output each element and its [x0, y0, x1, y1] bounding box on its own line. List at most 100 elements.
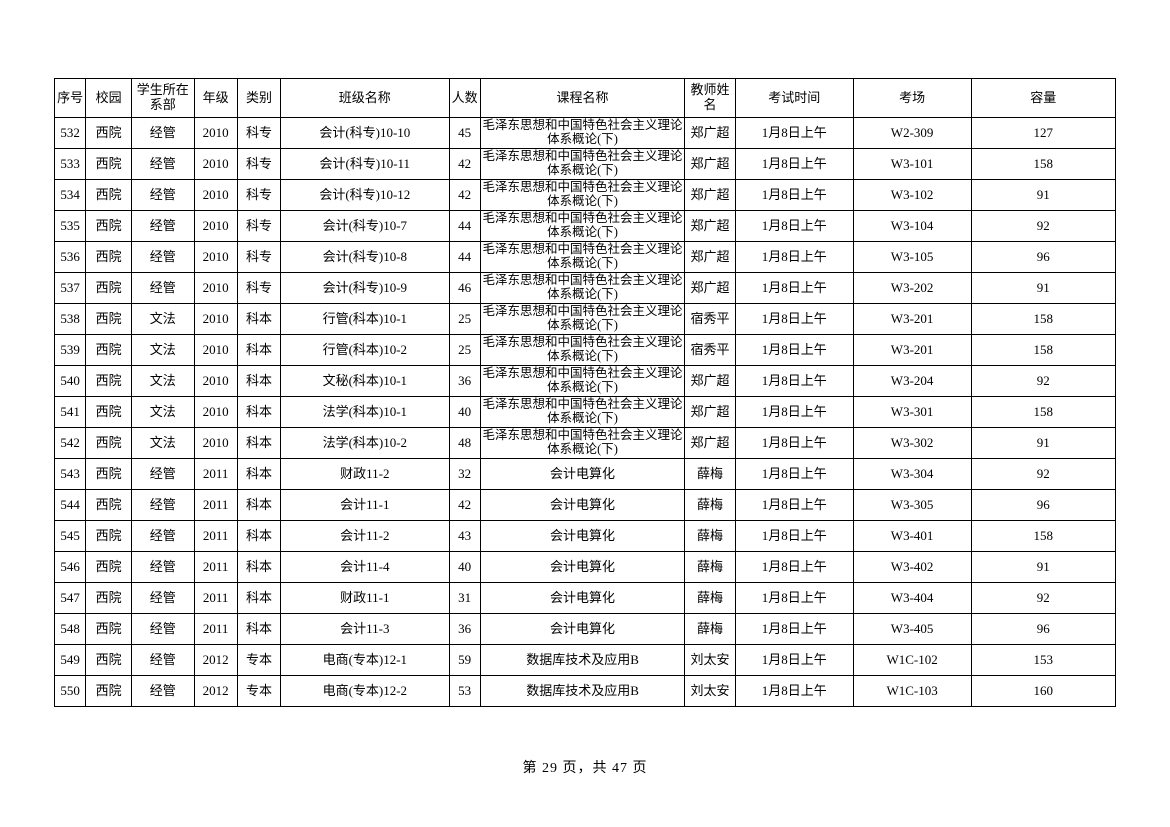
cell: 西院: [86, 459, 132, 490]
cell: 西院: [86, 149, 132, 180]
cell: W3-202: [853, 273, 971, 304]
cell: 科本: [237, 366, 280, 397]
cell: 533: [55, 149, 86, 180]
cell: 郑广超: [685, 211, 736, 242]
cell: 宿秀平: [685, 304, 736, 335]
cell: 1月8日上午: [735, 118, 853, 149]
cell: 550: [55, 676, 86, 707]
cell: 31: [449, 583, 480, 614]
cell: 文法: [131, 428, 194, 459]
cell: 46: [449, 273, 480, 304]
cell: 1月8日上午: [735, 273, 853, 304]
cell: 92: [971, 211, 1115, 242]
cell: 电商(专本)12-1: [281, 645, 449, 676]
cell: 158: [971, 304, 1115, 335]
cell: 535: [55, 211, 86, 242]
cell: 96: [971, 242, 1115, 273]
cell: 郑广超: [685, 366, 736, 397]
page-footer: 第 29 页，共 47 页: [0, 757, 1170, 777]
cell: 科专: [237, 273, 280, 304]
cell: 经管: [131, 459, 194, 490]
cell: 西院: [86, 242, 132, 273]
cell: 153: [971, 645, 1115, 676]
cell: 科专: [237, 118, 280, 149]
cell: 会计11-1: [281, 490, 449, 521]
cell: 1月8日上午: [735, 676, 853, 707]
exam-schedule-table: 序号校园学生所在系部年级类别班级名称人数课程名称教师姓名考试时间考场容量 532…: [54, 78, 1116, 707]
cell: 毛泽东思想和中国特色社会主义理论体系概论(下): [480, 211, 685, 242]
cell: 西院: [86, 614, 132, 645]
cell: 会计电算化: [480, 614, 685, 645]
cell: 59: [449, 645, 480, 676]
cell: 毛泽东思想和中国特色社会主义理论体系概论(下): [480, 180, 685, 211]
cell: 西院: [86, 211, 132, 242]
cell: 专本: [237, 676, 280, 707]
cell: 薛梅: [685, 552, 736, 583]
cell: 44: [449, 211, 480, 242]
cell: 西院: [86, 118, 132, 149]
cell: 文秘(科本)10-1: [281, 366, 449, 397]
cell: 会计(科专)10-12: [281, 180, 449, 211]
cell: 1月8日上午: [735, 180, 853, 211]
cell: 科专: [237, 180, 280, 211]
cell: 96: [971, 614, 1115, 645]
cell: 1月8日上午: [735, 304, 853, 335]
cell: W3-405: [853, 614, 971, 645]
cell: 545: [55, 521, 86, 552]
cell: 542: [55, 428, 86, 459]
col-header-11: 容量: [971, 79, 1115, 118]
cell: 行管(科本)10-1: [281, 304, 449, 335]
cell: 法学(科本)10-1: [281, 397, 449, 428]
cell: 42: [449, 149, 480, 180]
cell: 2012: [194, 676, 237, 707]
cell: W3-401: [853, 521, 971, 552]
cell: 西院: [86, 180, 132, 211]
table-row: 545西院经管2011科本会计11-243会计电算化薛梅1月8日上午W3-401…: [55, 521, 1116, 552]
cell: 会计11-3: [281, 614, 449, 645]
cell: 1月8日上午: [735, 521, 853, 552]
cell: 郑广超: [685, 273, 736, 304]
cell: W3-101: [853, 149, 971, 180]
cell: 会计(科专)10-9: [281, 273, 449, 304]
cell: 经管: [131, 242, 194, 273]
cell: 92: [971, 459, 1115, 490]
table-body: 532西院经管2010科专会计(科专)10-1045毛泽东思想和中国特色社会主义…: [55, 118, 1116, 707]
cell: 1月8日上午: [735, 552, 853, 583]
cell: 经管: [131, 614, 194, 645]
cell: 经管: [131, 583, 194, 614]
cell: 32: [449, 459, 480, 490]
cell: 92: [971, 583, 1115, 614]
cell: 40: [449, 397, 480, 428]
col-header-1: 校园: [86, 79, 132, 118]
cell: 会计电算化: [480, 490, 685, 521]
cell: 539: [55, 335, 86, 366]
cell: 1月8日上午: [735, 583, 853, 614]
cell: 毛泽东思想和中国特色社会主义理论体系概论(下): [480, 304, 685, 335]
cell: 郑广超: [685, 149, 736, 180]
cell: 文法: [131, 304, 194, 335]
cell: W1C-103: [853, 676, 971, 707]
cell: 西院: [86, 552, 132, 583]
cell: 158: [971, 521, 1115, 552]
cell: 2010: [194, 180, 237, 211]
cell: 西院: [86, 366, 132, 397]
cell: 96: [971, 490, 1115, 521]
cell: W3-302: [853, 428, 971, 459]
cell: 西院: [86, 490, 132, 521]
cell: 电商(专本)12-2: [281, 676, 449, 707]
cell: 158: [971, 149, 1115, 180]
cell: 548: [55, 614, 86, 645]
cell: 郑广超: [685, 242, 736, 273]
cell: 1月8日上午: [735, 490, 853, 521]
cell: 2010: [194, 149, 237, 180]
cell: 会计11-4: [281, 552, 449, 583]
cell: 薛梅: [685, 490, 736, 521]
cell: 毛泽东思想和中国特色社会主义理论体系概论(下): [480, 366, 685, 397]
cell: 1月8日上午: [735, 335, 853, 366]
table-row: 532西院经管2010科专会计(科专)10-1045毛泽东思想和中国特色社会主义…: [55, 118, 1116, 149]
cell: 科本: [237, 614, 280, 645]
cell: 科本: [237, 304, 280, 335]
cell: 2010: [194, 211, 237, 242]
cell: 541: [55, 397, 86, 428]
col-header-4: 类别: [237, 79, 280, 118]
